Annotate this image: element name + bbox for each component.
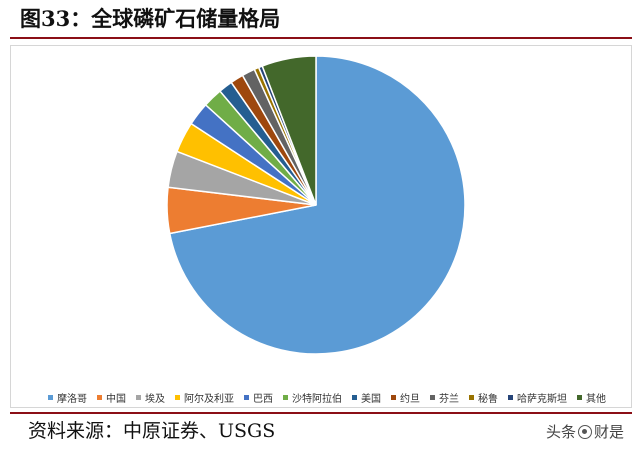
legend-swatch bbox=[48, 394, 53, 400]
legend-item-9: 秘鲁 bbox=[469, 390, 498, 405]
legend-swatch bbox=[283, 394, 288, 400]
legend-label: 秘鲁 bbox=[478, 393, 498, 405]
title-divider bbox=[10, 37, 632, 39]
legend-label: 摩洛哥 bbox=[57, 393, 87, 405]
watermark: 头条 财是 bbox=[546, 421, 624, 442]
legend-swatch bbox=[136, 394, 141, 400]
legend-label: 巴西 bbox=[253, 393, 273, 405]
legend-item-10: 哈萨克斯坦 bbox=[508, 390, 567, 405]
legend-item-1: 中国 bbox=[97, 390, 126, 405]
legend-item-2: 埃及 bbox=[136, 390, 165, 405]
legend-item-3: 阿尔及利亚 bbox=[175, 390, 234, 405]
legend-swatch bbox=[577, 394, 582, 400]
watermark-right-text: 财是 bbox=[593, 423, 624, 441]
legend-label: 阿尔及利亚 bbox=[184, 393, 234, 405]
legend-swatch bbox=[244, 394, 249, 400]
legend-item-8: 芬兰 bbox=[430, 390, 459, 405]
legend-swatch bbox=[508, 394, 513, 400]
legend-label: 约旦 bbox=[400, 393, 420, 405]
legend-swatch bbox=[175, 394, 180, 400]
chart-legend: 摩洛哥 中国 埃及 阿尔及利亚 巴西 沙特阿拉伯 美国 约旦 芬兰 秘鲁 哈萨克斯坦 其他 bbox=[48, 390, 638, 405]
source-note: 资料来源：中原证券、USGS bbox=[28, 420, 276, 442]
legend-item-11: 其他 bbox=[577, 390, 606, 405]
legend-swatch bbox=[430, 394, 435, 400]
pie-slice-11 bbox=[261, 55, 317, 206]
legend-swatch bbox=[391, 394, 396, 400]
legend-item-7: 约旦 bbox=[391, 390, 420, 405]
camera-icon bbox=[577, 424, 592, 439]
legend-item-4: 巴西 bbox=[244, 390, 273, 405]
pie-slice-0 bbox=[168, 55, 466, 355]
legend-label: 芬兰 bbox=[439, 393, 459, 405]
legend-swatch bbox=[352, 394, 357, 400]
legend-item-5: 沙特阿拉伯 bbox=[283, 390, 342, 405]
bottom-divider bbox=[10, 412, 632, 414]
legend-item-6: 美国 bbox=[352, 390, 381, 405]
legend-label: 中国 bbox=[106, 393, 126, 405]
legend-item-0: 摩洛哥 bbox=[48, 390, 87, 405]
pie-chart bbox=[166, 55, 466, 355]
legend-label: 哈萨克斯坦 bbox=[517, 393, 567, 405]
legend-label: 沙特阿拉伯 bbox=[292, 393, 342, 405]
legend-swatch bbox=[97, 394, 102, 400]
legend-label: 其他 bbox=[586, 393, 606, 405]
legend-label: 埃及 bbox=[145, 393, 165, 405]
watermark-left-text: 头条 bbox=[545, 423, 576, 441]
chart-frame bbox=[10, 45, 632, 408]
legend-label: 美国 bbox=[361, 393, 381, 405]
chart-title: 图33：全球磷矿石储量格局 bbox=[20, 6, 281, 31]
legend-swatch bbox=[469, 394, 474, 400]
